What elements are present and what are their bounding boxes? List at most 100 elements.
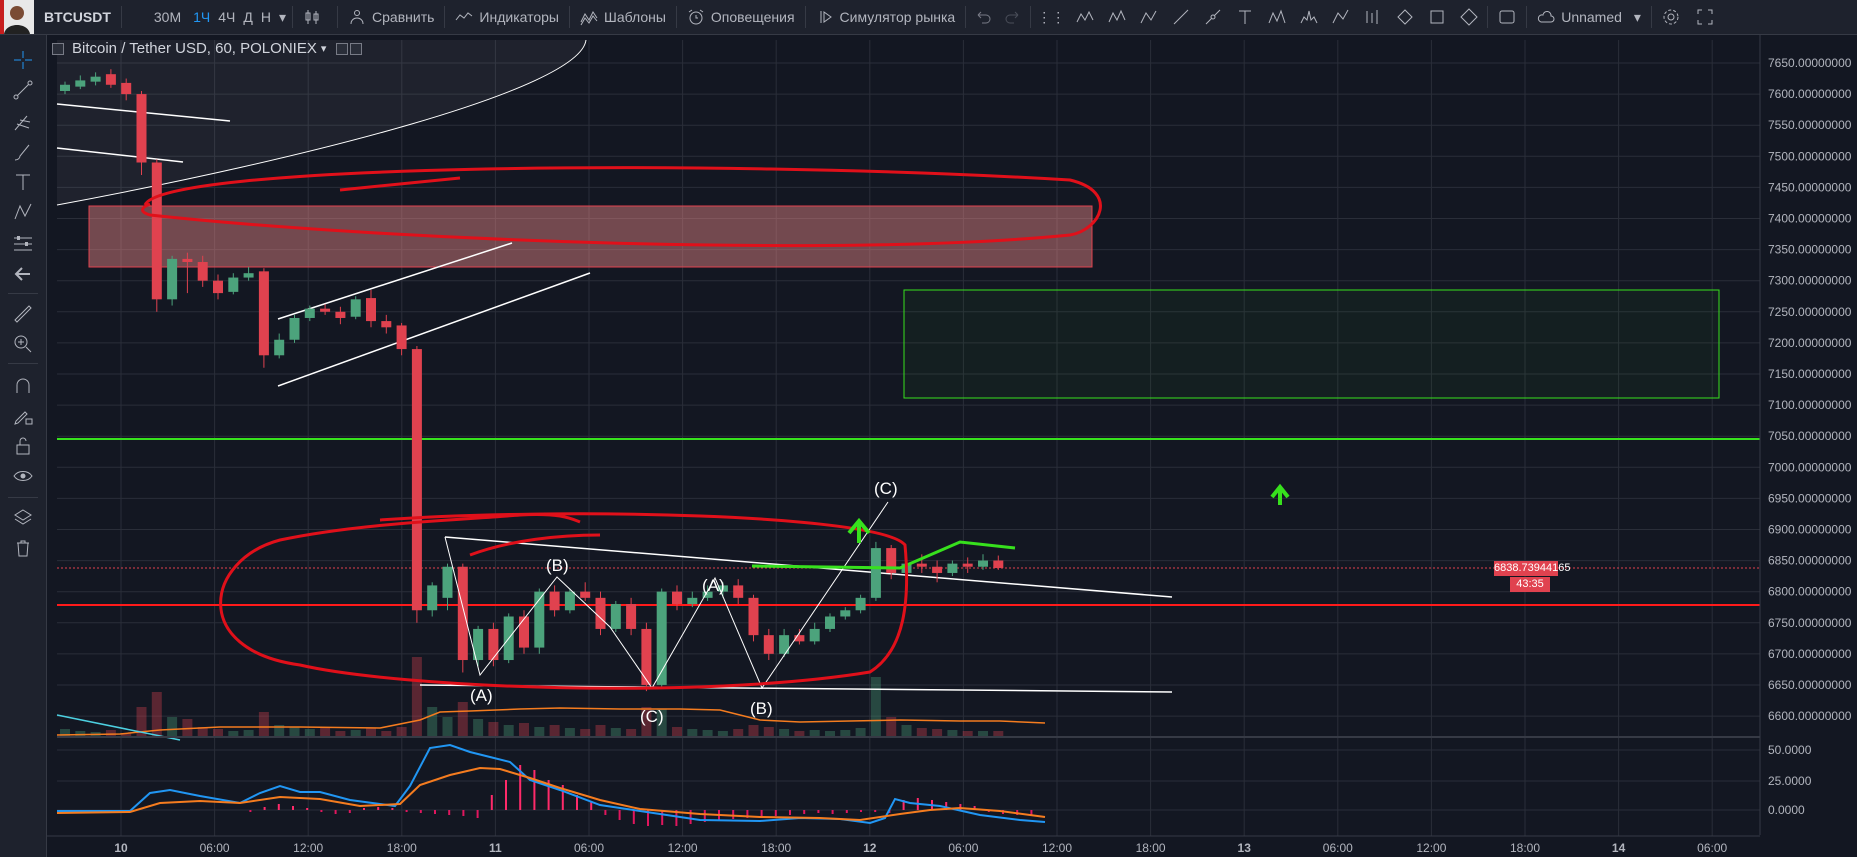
divider [8, 363, 38, 364]
fullscreen-button[interactable] [1688, 0, 1722, 34]
tool-brush[interactable] [1197, 0, 1229, 34]
crosshair-tool[interactable] [12, 49, 34, 71]
settings-icon[interactable] [350, 42, 363, 55]
volume-bar [641, 707, 652, 737]
price-axis[interactable]: 7650.00000000 7600.00000000 7550.00000000 7… [1768, 56, 1852, 723]
chevron-down-icon[interactable]: ▾ [320, 43, 327, 55]
candle-body [381, 321, 392, 328]
tool-abcd-pattern[interactable] [1069, 0, 1101, 34]
histogram-bar [405, 810, 408, 812]
symbol-search[interactable]: BTCUSDT [44, 9, 111, 25]
tool-xabcd-pattern[interactable] [1101, 0, 1133, 34]
histogram-bar [490, 795, 493, 810]
remove-drawings-tool[interactable] [12, 537, 34, 559]
volume-bar [748, 725, 759, 737]
settings-button[interactable] [1654, 0, 1688, 34]
indicator-axis[interactable]: 50.0000 25.0000 0.0000 [1768, 743, 1812, 817]
eye-icon[interactable] [336, 42, 349, 55]
chevron-down-icon[interactable]: ▾ [278, 8, 287, 25]
stay-in-drawing-tool[interactable] [12, 405, 34, 427]
pattern-icon [14, 203, 32, 220]
time-axis[interactable]: 10 06:00 12:00 18:00 11 06:00 12:00 18:00 12 06:0… [114, 841, 1727, 855]
histogram-bar [789, 810, 791, 815]
time-axis-bg [47, 836, 1857, 857]
tool-head-shoulders[interactable] [1293, 0, 1325, 34]
arrow-left-icon [14, 267, 30, 281]
tool-wave[interactable] [1325, 0, 1357, 34]
candle-body [886, 548, 897, 573]
bar-style-button[interactable] [295, 0, 335, 34]
trend-line-tool[interactable] [12, 79, 34, 101]
price-label: 7550.00000000 [1768, 118, 1852, 132]
candle-body [687, 597, 698, 605]
layout-button[interactable]: Unnamed ▾ [1529, 0, 1649, 34]
tool-elliott-wave[interactable] [1133, 0, 1165, 34]
divider [444, 6, 446, 28]
cloud-icon [1537, 8, 1555, 26]
histogram-bar [774, 810, 777, 816]
templates-button[interactable]: Шаблоны [572, 0, 674, 34]
volume-bar [809, 730, 820, 737]
volume-bar [427, 707, 438, 737]
tool-cypher[interactable] [1261, 0, 1293, 34]
histogram-bar [618, 810, 621, 820]
drag-handle-icon[interactable]: ⋮⋮ [1037, 8, 1066, 25]
interval-1d[interactable]: Д [243, 9, 253, 25]
xabcd-pattern-icon [1108, 8, 1126, 26]
pattern-tool[interactable] [12, 201, 34, 223]
prediction-tool[interactable] [12, 233, 34, 255]
tool-rectangle[interactable] [1421, 0, 1453, 34]
candle-body [167, 258, 178, 300]
interval-1h[interactable]: 1Ч [193, 9, 211, 25]
interval-30m[interactable]: 30М [153, 9, 182, 25]
volume-bar [580, 729, 591, 737]
chart-canvas[interactable]: (A) (B) (C) (A) (B) (C) 7650.00000000 760… [47, 35, 1857, 857]
histogram-bar [647, 810, 649, 826]
hide-tool[interactable] [12, 465, 34, 487]
volume-bar [947, 730, 958, 737]
candle-body [274, 339, 285, 356]
magnet-tool[interactable] [12, 375, 34, 397]
candle-body [90, 76, 101, 82]
compare-button[interactable]: Сравнить [340, 0, 442, 34]
green-ma-segment [751, 540, 1016, 570]
square-icon [1498, 8, 1516, 26]
collapse-icon[interactable] [52, 42, 64, 55]
tool-trend-line[interactable] [1165, 0, 1197, 34]
pitchfork-tool[interactable] [12, 111, 34, 133]
candle-body [595, 597, 606, 629]
volume-bar [855, 728, 866, 737]
object-tree-tool[interactable] [12, 507, 34, 529]
tool-polyline[interactable] [1453, 0, 1485, 34]
back-tool[interactable] [12, 263, 34, 285]
tool-text[interactable] [1229, 0, 1261, 34]
user-avatar-icon [0, 0, 34, 34]
interval-1w[interactable]: Н [260, 9, 271, 25]
lock-tool[interactable] [12, 435, 34, 457]
brush-tool[interactable] [12, 141, 34, 163]
fullscreen-box-button[interactable] [1490, 0, 1524, 34]
text-tool[interactable] [12, 171, 34, 193]
undo-button[interactable] [968, 0, 998, 34]
zoom-tool[interactable] [12, 333, 34, 355]
indicators-icon [455, 8, 473, 26]
tool-long-position[interactable] [1357, 0, 1389, 34]
chart-legend[interactable]: Bitcoin / Tether USD, 60, POLONIEX ▾ [52, 40, 363, 57]
price-label: 6650.00000000 [1768, 678, 1852, 692]
replay-button[interactable]: Симулятор рынка [808, 0, 964, 34]
compare-icon [348, 8, 366, 26]
avatar[interactable] [0, 0, 34, 34]
histogram-bar [505, 780, 507, 810]
ruler-tool[interactable] [12, 303, 34, 325]
alerts-button[interactable]: Оповещения [679, 0, 803, 34]
time-label: 18:00 [387, 841, 417, 855]
histogram-bar [334, 810, 337, 814]
indicators-button[interactable]: Индикаторы [447, 0, 567, 34]
candle-body [197, 262, 208, 281]
volume-bar [60, 729, 70, 737]
redo-button[interactable] [998, 0, 1028, 34]
interval-4h[interactable]: 4Ч [218, 9, 236, 25]
tool-ellipse[interactable] [1389, 0, 1421, 34]
histogram-bar [845, 810, 848, 813]
candle-body [350, 299, 361, 317]
